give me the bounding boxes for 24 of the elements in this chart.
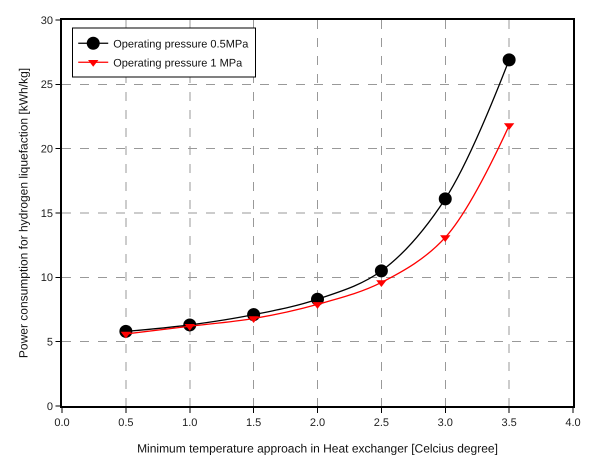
point — [374, 264, 388, 278]
x-tick-label: 3.0 — [438, 416, 453, 429]
x-tick-label: 2.0 — [310, 416, 326, 429]
x-tick-label: 1.0 — [182, 416, 198, 429]
y-tick-label: 25 — [40, 79, 54, 92]
y-tick-label: 30 — [40, 14, 54, 27]
y-tick-label: 20 — [40, 144, 54, 156]
point — [184, 324, 195, 331]
legend-label: Operating pressure 1 MPa — [113, 58, 244, 70]
x-tick-label: 2.5 — [374, 416, 390, 429]
x-tick-label: 0.5 — [118, 416, 134, 429]
x-tick-label: 1.5 — [246, 416, 262, 429]
x-tick-label: 4.0 — [565, 416, 581, 429]
y-axis-title: Power consumption for hydrogen liquefaction [kWh/kg] — [16, 68, 30, 358]
x-tick-label: 0.0 — [54, 416, 70, 429]
y-tick-label: 10 — [40, 272, 54, 284]
y-tick-label: 15 — [40, 208, 54, 220]
point — [438, 192, 452, 206]
point — [502, 53, 516, 66]
x-axis-title: Minimum temperature approach in Heat exchanger [Celcius degree] — [137, 442, 498, 456]
y-tick-label: 5 — [46, 336, 54, 349]
x-tick-label: 3.5 — [501, 416, 517, 429]
y-tick-label: 0 — [46, 400, 54, 413]
legend-label: Operating pressure 0.5MPa — [113, 38, 250, 51]
